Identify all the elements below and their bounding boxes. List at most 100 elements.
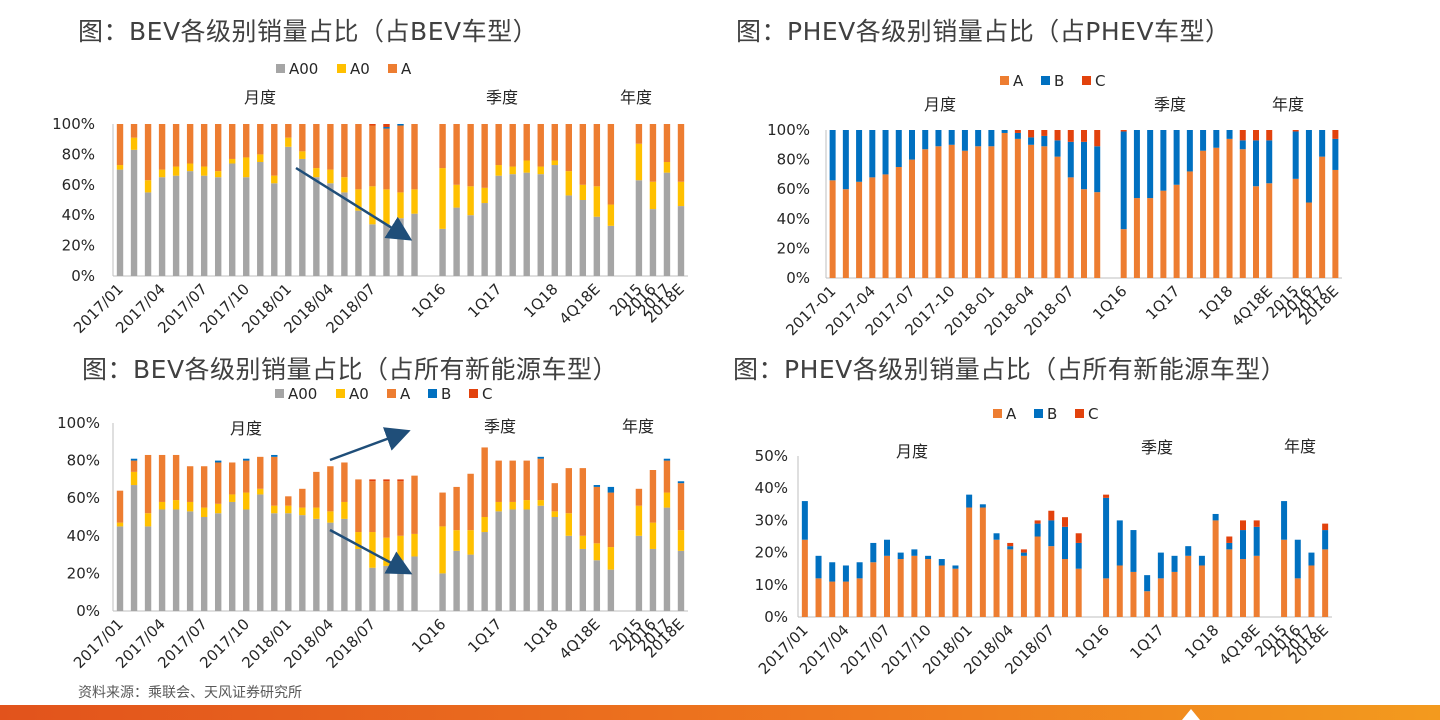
bar-segment-A — [327, 124, 334, 170]
bar-segment-A — [1054, 156, 1061, 278]
y-tick-label: 50% — [755, 447, 788, 465]
bar-segment-A — [341, 462, 348, 502]
bar-segment-A — [411, 124, 418, 190]
y-tick-label: 20% — [755, 544, 788, 562]
legend-label-A: A — [400, 385, 411, 403]
bar-segment-A00 — [158, 509, 166, 611]
bar-segment-A — [1001, 132, 1008, 278]
bar-segment-A — [579, 124, 587, 185]
legend-label-A: A — [1006, 405, 1017, 423]
chart-title-bev-share-of-nev: 图：BEV各级别销量占比（占所有新能源车型） — [82, 355, 619, 384]
bar-segment-A — [1253, 186, 1259, 278]
bar-segment-A0 — [200, 166, 208, 176]
bar-segment-B — [1213, 130, 1220, 148]
bar-segment-C — [369, 479, 376, 482]
bar-segment-A — [1062, 559, 1068, 617]
bar-segment-A — [635, 124, 643, 144]
bar-segment-A0 — [313, 168, 320, 178]
bar-segment-A — [663, 124, 671, 162]
bar-segment-A — [383, 481, 390, 538]
bar-segment-A0 — [271, 505, 278, 514]
bar-segment-A0 — [481, 187, 488, 204]
bar-segment-A00 — [439, 228, 446, 276]
legend-swatch-C — [1082, 76, 1091, 85]
bar-segment-A — [537, 124, 544, 167]
bar-segment-A — [257, 124, 264, 155]
bar-segment-A — [130, 460, 138, 472]
bar-segment-B — [1034, 523, 1041, 537]
y-tick-label: 40% — [62, 206, 95, 224]
bar-segment-A — [551, 483, 558, 512]
bar-segment-B — [938, 559, 945, 566]
bar-segment-A — [1160, 190, 1167, 278]
bar-segment-B — [1332, 138, 1339, 170]
bar-segment-A0 — [411, 189, 418, 214]
bar-segment-A — [355, 479, 362, 533]
bar-segment-A00 — [383, 565, 390, 611]
bar-segment-C — [1081, 130, 1087, 142]
bar-segment-B — [1171, 555, 1178, 572]
bar-segment-B — [537, 456, 544, 459]
bar-segment-B — [397, 124, 404, 126]
bar-segment-A — [1103, 578, 1110, 617]
bar-segment-A00 — [635, 535, 643, 611]
bar-segment-A — [829, 581, 836, 617]
bar-segment-A0 — [285, 137, 292, 147]
bar-segment-A00 — [355, 548, 362, 611]
bar-segment-A00 — [537, 174, 544, 276]
bar-segment-A00 — [509, 174, 516, 276]
bar-segment-A0 — [355, 189, 362, 211]
bar-segment-B — [909, 130, 915, 160]
bar-segment-A — [842, 189, 849, 278]
legend-label-A00: A00 — [288, 385, 317, 403]
chart-title-phev-share-of-nev: 图：PHEV各级别销量占比（占所有新能源车型） — [733, 355, 1287, 384]
bar-segment-A0 — [467, 530, 474, 555]
legend-swatch-B — [428, 389, 437, 398]
bar-segment-A0 — [649, 522, 657, 549]
bar-segment-A00 — [313, 518, 320, 611]
bar-segment-A00 — [593, 216, 601, 276]
bar-segment-C — [1253, 130, 1259, 141]
bar-segment-A0 — [130, 137, 138, 150]
bar-segment-A — [481, 447, 488, 517]
bar-segment-C — [397, 479, 404, 482]
bar-segment-A0 — [593, 186, 601, 217]
group-label: 年度 — [620, 88, 652, 107]
bar-segment-A — [1266, 183, 1273, 278]
bar-segment-C — [1034, 520, 1041, 524]
bar-segment-B — [243, 458, 250, 461]
bar-segment-A0 — [200, 507, 208, 517]
bar-segment-B — [1001, 130, 1008, 133]
bar-segment-A — [1226, 138, 1233, 278]
bar-segment-A0 — [355, 532, 362, 549]
legend-label-B: B — [1047, 405, 1057, 423]
bar-segment-A0 — [579, 184, 587, 200]
bar-segment-C — [1240, 520, 1246, 531]
bar-segment-A00 — [663, 172, 671, 276]
bar-segment-A0 — [172, 500, 180, 510]
bar-segment-A — [509, 460, 516, 502]
y-tick-label: 80% — [777, 151, 810, 169]
bar-segment-B — [1226, 542, 1233, 550]
bar-segment-A — [509, 124, 516, 167]
bar-segment-A00 — [607, 569, 615, 611]
bar-segment-B — [271, 454, 278, 457]
legend-label-B: B — [1054, 72, 1064, 90]
bar-segment-B — [1157, 552, 1164, 579]
bar-segment-A00 — [565, 535, 572, 611]
bar-segment-A00 — [214, 513, 222, 611]
bar-segment-A00 — [130, 485, 138, 611]
bar-segment-A — [649, 124, 657, 182]
bar-segment-A — [1240, 559, 1246, 617]
chart-title-phev-share-of-phev: 图：PHEV各级别销量占比（占PHEV车型） — [736, 17, 1231, 46]
bar-segment-B — [856, 562, 863, 579]
bar-segment-A00 — [411, 556, 418, 611]
bar-segment-A — [897, 559, 904, 617]
y-tick-label: 0% — [71, 267, 95, 285]
bar-segment-B — [214, 460, 222, 463]
bar-segment-A — [453, 124, 460, 185]
legend-swatch-A — [1000, 76, 1009, 85]
legend-label-C: C — [1088, 405, 1098, 423]
bar-segment-A — [299, 124, 306, 152]
bar-segment-A0 — [523, 500, 530, 510]
